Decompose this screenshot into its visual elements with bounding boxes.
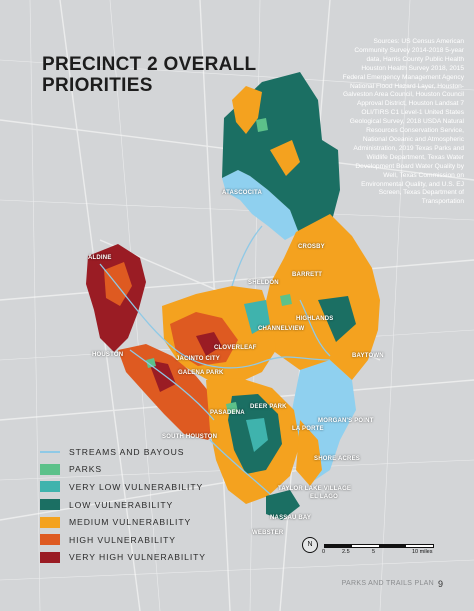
legend-label-very-high: VERY HIGH VULNERABILITY (69, 552, 206, 563)
legend-item-high: HIGH VULNERABILITY (40, 531, 280, 549)
legend-item-very-high: VERY HIGH VULNERABILITY (40, 549, 280, 567)
place-label-atascocita: ATASCOCITA (222, 190, 262, 196)
region-lowest-central (244, 300, 270, 334)
place-label-jacinto-city: JACINTO CITY (176, 356, 220, 362)
legend-label-high: HIGH VULNERABILITY (69, 534, 176, 545)
place-label-houston: HOUSTON (92, 352, 124, 358)
region-medium-bayshore (296, 420, 322, 486)
region-medium-north2 (270, 140, 300, 176)
region-lowest-south (246, 418, 268, 452)
legend-item-low: LOW VULNERABILITY (40, 496, 280, 514)
place-label-cloverleaf: CLOVERLEAF (214, 345, 257, 351)
place-label-webster: WEBSTER (252, 530, 284, 536)
footer-text: PARKS AND TRAILS PLAN (341, 580, 434, 587)
region-medium-east (262, 214, 380, 380)
title-line-1: PRECINCT 2 OVERALL (42, 54, 257, 75)
legend-label-low: LOW VULNERABILITY (69, 499, 174, 510)
place-label-shore-acres: SHORE ACRES (314, 456, 360, 462)
place-label-morgans-point: MORGAN'S POINT (318, 418, 374, 424)
legend-label-very-low: VERY LOW VULNERABILITY (69, 481, 204, 492)
legend-swatch-high (40, 534, 60, 546)
place-label-aldine: ALDINE (88, 255, 112, 261)
place-label-el-lago: EL LAGO (310, 494, 338, 500)
place-label-galena-park: GALENA PARK (178, 370, 224, 376)
place-label-deer-park: DEER PARK (250, 404, 287, 410)
legend-swatch-very-high (40, 551, 60, 563)
region-medium-north (232, 86, 262, 134)
scale-tick-5: 5 (372, 549, 376, 555)
place-label-sheldon: SHELDON (248, 280, 279, 286)
legend-swatch-parks (40, 463, 60, 475)
region-low-east (318, 296, 356, 342)
region-very-high-central (196, 332, 222, 356)
legend-swatch-low (40, 499, 60, 511)
scale-tick-0: 0 (322, 549, 326, 555)
scale-bar (324, 544, 434, 548)
parks (146, 118, 292, 414)
place-label-pasadena: PASADENA (210, 410, 245, 416)
legend-item-parks: PARKS (40, 461, 280, 479)
title-line-2: PRIORITIES (42, 75, 153, 96)
legend-item-streams: STREAMS AND BAYOUS (40, 443, 280, 461)
map-legend: STREAMS AND BAYOUS PARKS VERY LOW VULNER… (40, 443, 280, 566)
legend-swatch-medium (40, 516, 60, 528)
page-number: 9 (437, 579, 443, 589)
sources-text: Sources: US Census American Community Su… (342, 38, 464, 206)
place-label-taylor-lake-village: TAYLOR LAKE VILLAGE (278, 486, 352, 492)
legend-swatch-very-low (40, 481, 60, 493)
place-label-baytown: BAYTOWN (352, 353, 384, 359)
north-arrow-icon: N (302, 537, 318, 553)
legend-label-medium: MEDIUM VULNERABILITY (69, 517, 192, 528)
map-title: PRECINCT 2 OVERALL PRIORITIES (42, 54, 282, 96)
scale-tick-2-5: 2.5 (342, 549, 350, 555)
scale-bar-group: N 0 2.5 5 10 miles (302, 537, 452, 561)
place-label-la-porte: LA PORTE (292, 426, 324, 432)
legend-label-parks: PARKS (69, 464, 102, 475)
place-label-crosby: CROSBY (298, 244, 325, 250)
place-label-highlands: HIGHLANDS (296, 316, 334, 322)
legend-item-medium: MEDIUM VULNERABILITY (40, 513, 280, 531)
legend-swatch-streams (40, 446, 60, 457)
region-low-clear-lake (266, 490, 300, 520)
region-high-sw (118, 344, 222, 440)
lake-houston (222, 170, 300, 240)
legend-label-streams: STREAMS AND BAYOUS (69, 446, 185, 457)
place-label-south-houston: SOUTH HOUSTON (162, 434, 218, 440)
legend-item-very-low: VERY LOW VULNERABILITY (40, 478, 280, 496)
scale-tick-10: 10 miles (412, 549, 433, 555)
place-label-channelview: CHANNELVIEW (258, 326, 305, 332)
place-label-barrett: BARRETT (292, 272, 323, 278)
streams-and-bayous (99, 225, 331, 495)
place-label-nassau-bay: NASSAU BAY (270, 515, 312, 521)
